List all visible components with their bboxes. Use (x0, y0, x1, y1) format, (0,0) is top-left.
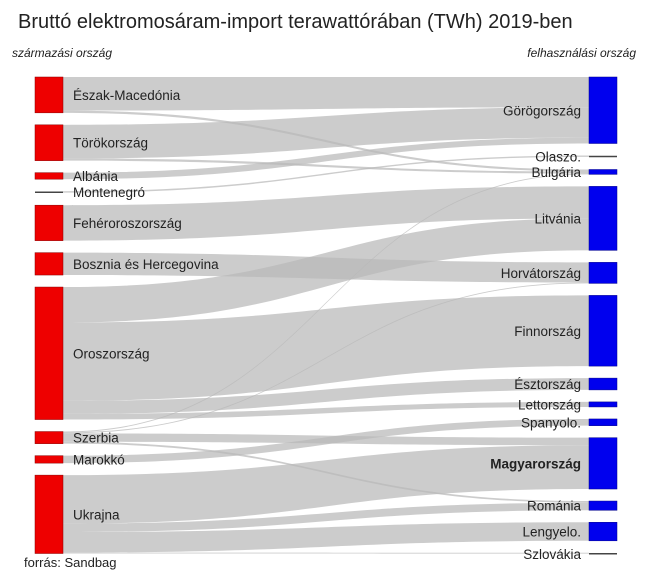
source-label: Törökország (73, 136, 148, 151)
source-axis-header: származási ország (12, 46, 112, 60)
target-label: Románia (527, 499, 582, 514)
flow-link (63, 552, 589, 554)
flow-link (63, 107, 589, 159)
flow-link (63, 218, 589, 323)
source-nodes: Észak-Macedónia Törökország AlbániaMontene… (34, 76, 219, 554)
flow-link (63, 77, 589, 111)
target-node-horvatorszag (588, 262, 618, 284)
flow-link (63, 282, 589, 434)
flow-link (63, 445, 589, 524)
flow-link (63, 522, 589, 553)
chart-title: Bruttó elektromosáram-import terawattórá… (18, 11, 573, 33)
target-axis-header: felhasználási ország (527, 46, 636, 60)
source-node-eszak-macedonia (34, 76, 64, 114)
source-node-torokorszag (34, 124, 64, 161)
target-label: Magyarország (490, 456, 581, 471)
source-node-albania (34, 172, 64, 180)
source-note: forrás: Sandbag (24, 555, 117, 570)
source-label: Montenegró (73, 185, 145, 200)
target-label: Görögország (503, 103, 581, 118)
source-node-feheroroszorszag (34, 204, 64, 241)
target-label: Bulgária (531, 165, 581, 180)
target-node-bulgaria (588, 169, 618, 175)
source-label: Észak-Macedónia (73, 88, 181, 103)
source-label: Ukrajna (73, 507, 120, 522)
target-label: Litvánia (534, 211, 581, 226)
target-label: Horvátország (501, 266, 581, 281)
source-node-oroszorszag (34, 286, 64, 420)
target-nodes: Görögország Olaszo.Bulgária Litvánia Horvát… (490, 76, 618, 562)
target-label: Olaszo. (535, 150, 581, 165)
target-node-spanyolo (588, 418, 618, 426)
source-label: Fehéroroszország (73, 216, 182, 231)
target-node-finnorszag (588, 295, 618, 367)
flow-link (63, 186, 589, 241)
source-node-ukrajna (34, 474, 64, 554)
source-label: Marokkó (73, 452, 125, 467)
target-node-esztorszag (588, 377, 618, 391)
target-node-gorogorszag (588, 76, 618, 144)
flow-links (63, 77, 589, 554)
target-node-litvania (588, 186, 618, 251)
target-label: Lengyelo. (522, 525, 581, 540)
target-label: Spanyolo. (521, 415, 581, 430)
flow-link (63, 502, 589, 533)
target-node-lettorszag (588, 401, 618, 408)
target-node-lengyelo (588, 522, 618, 542)
source-node-szerbia (34, 431, 64, 444)
flow-link (63, 295, 589, 401)
target-label: Finnország (514, 324, 581, 339)
target-label: Szlovákia (523, 547, 581, 562)
flow-link (63, 158, 589, 174)
source-label: Bosznia és Hercegovina (73, 257, 219, 272)
source-label: Oroszország (73, 346, 150, 361)
flow-link (63, 401, 589, 420)
source-node-bosznia-es-hercegovina (34, 252, 64, 276)
source-label: Albánia (73, 169, 119, 184)
flow-link (63, 155, 589, 193)
target-node-magyarorszag (588, 437, 618, 490)
source-node-marokko (34, 455, 64, 464)
target-label: Lettország (518, 397, 581, 412)
source-label: Szerbia (73, 431, 119, 446)
flow-link (63, 137, 589, 180)
flow-link (63, 418, 589, 464)
target-label: Észtország (514, 377, 581, 392)
flow-link (63, 173, 589, 433)
target-node-romania (588, 500, 618, 511)
